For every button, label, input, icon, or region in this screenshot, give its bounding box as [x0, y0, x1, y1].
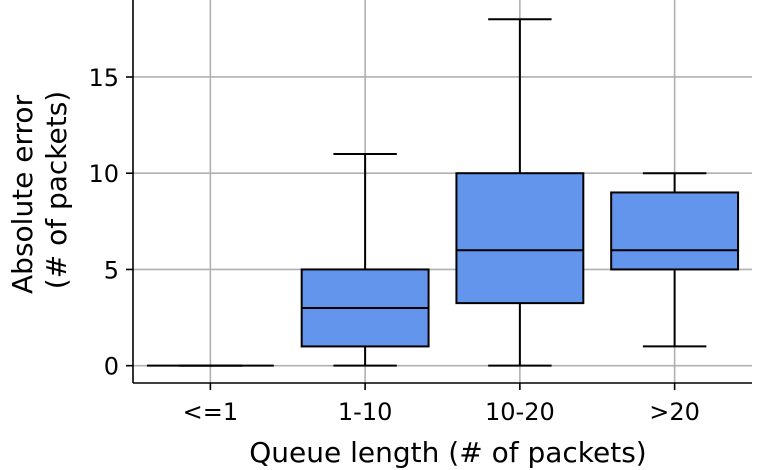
y-tick-label-0: 0 — [104, 353, 119, 381]
boxes — [146, 18, 740, 367]
y-axis-title-line-2: (# of packets) — [40, 91, 73, 289]
y-axis-title: Absolute error (# of packets) — [6, 86, 73, 294]
y-tick-label-5: 5 — [104, 256, 119, 284]
axes — [126, 0, 752, 390]
box-body-3 — [610, 191, 740, 271]
box-2 — [455, 18, 585, 367]
x-tick-label-2: 10-20 — [485, 398, 555, 426]
y-axis-title-line-1: Absolute error — [6, 94, 39, 294]
x-tick-label-0: <=1 — [183, 398, 239, 426]
x-tick-label-1: 1-10 — [338, 398, 392, 426]
y-tick-label-10: 10 — [88, 160, 119, 188]
y-tick-label-15: 15 — [88, 64, 119, 92]
x-tick-label-3: >20 — [649, 398, 700, 426]
box-1 — [300, 152, 430, 367]
box-body-2 — [455, 172, 585, 305]
x-axis-title: Queue length (# of packets) — [249, 436, 646, 469]
tick-labels: 0 5 10 15 <=1 1-10 10-20 >20 — [88, 64, 700, 426]
box-3 — [610, 172, 740, 348]
